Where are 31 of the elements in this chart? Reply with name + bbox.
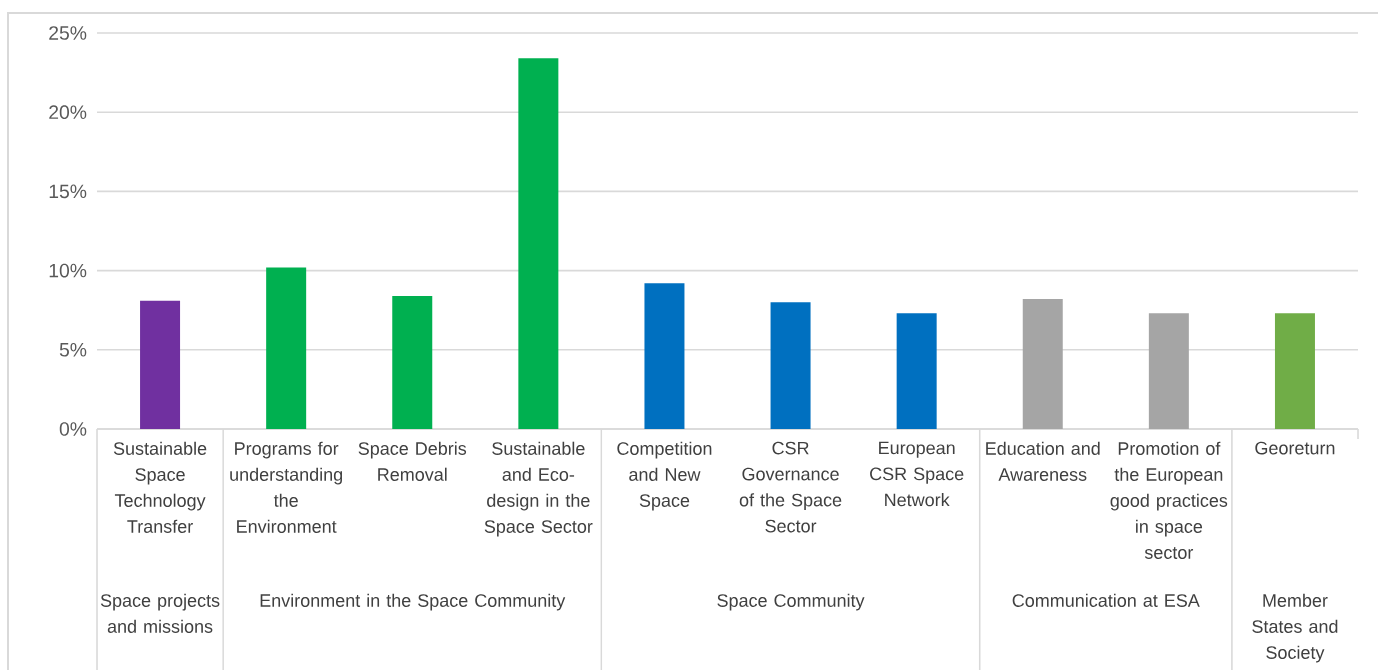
bar <box>644 283 685 429</box>
y-tick-label: 5% <box>59 342 87 357</box>
bar <box>140 300 181 429</box>
y-tick-label: 10% <box>49 263 87 278</box>
bar <box>266 267 307 429</box>
y-tick-label: 15% <box>49 184 87 199</box>
bar <box>392 295 433 429</box>
bar <box>1022 299 1063 429</box>
text: Communication at ESA <box>1012 593 1200 607</box>
bar <box>1148 313 1189 429</box>
x-tick-label: Competition and New Space <box>617 441 712 511</box>
y-tick-label: 20% <box>49 105 87 120</box>
text: Space Community <box>717 593 865 611</box>
x-tick-label: Space Debris Removal <box>358 441 467 481</box>
x-tick-label: Promotion of the European good practices in space sector <box>1110 441 1228 559</box>
text: Environment in the Space Community <box>260 593 566 611</box>
x-tick-label: Sustainable and Eco-design in the Space Sector <box>484 441 593 537</box>
bar <box>518 58 559 429</box>
y-tick-label: 25% <box>49 26 87 40</box>
x-tick-label: Sustainable Space Technology Transfer <box>113 441 207 533</box>
x-tick-label: Education and Awareness <box>986 441 1100 481</box>
x-tick-label: European CSR Space Network <box>870 441 964 507</box>
bar <box>770 302 811 429</box>
bar <box>1274 313 1315 429</box>
text: Space projects and missions <box>100 593 220 633</box>
text: Member States and Society <box>1252 593 1338 663</box>
x-tick-label: Programs for understanding the Environment <box>230 441 343 533</box>
x-tick-label: CSR Governance of the Space Sector <box>739 441 842 533</box>
bar <box>896 313 937 429</box>
x-tick-label: Georeturn <box>1255 441 1335 455</box>
y-tick-label: 0% <box>59 422 87 436</box>
